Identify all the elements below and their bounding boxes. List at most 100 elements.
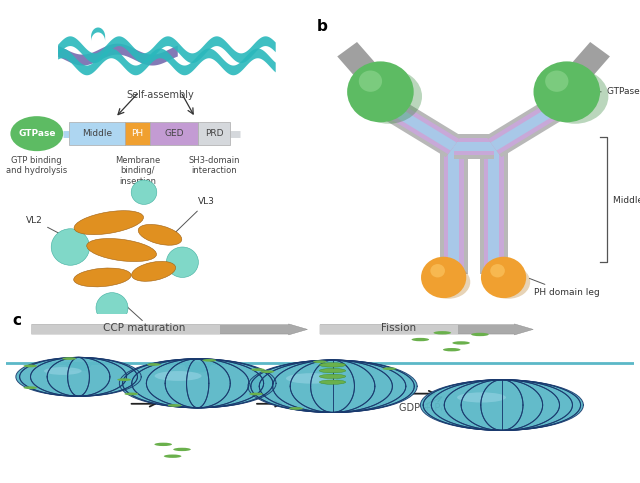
Ellipse shape xyxy=(154,442,172,446)
Ellipse shape xyxy=(119,359,276,408)
Polygon shape xyxy=(454,138,493,155)
Ellipse shape xyxy=(433,331,451,334)
Text: PH domain leg: PH domain leg xyxy=(529,278,599,297)
Ellipse shape xyxy=(147,363,161,366)
Text: Membrane
binding/
insertion: Membrane binding/ insertion xyxy=(115,156,160,185)
Ellipse shape xyxy=(16,357,141,396)
Text: GDP + Pᵢ: GDP + Pᵢ xyxy=(399,402,442,412)
Polygon shape xyxy=(454,134,493,159)
Ellipse shape xyxy=(24,365,37,367)
FancyBboxPatch shape xyxy=(69,122,125,145)
Ellipse shape xyxy=(44,367,82,375)
Polygon shape xyxy=(184,363,211,372)
Ellipse shape xyxy=(10,116,63,151)
Ellipse shape xyxy=(164,455,181,458)
Ellipse shape xyxy=(443,348,461,352)
Text: GTPase: GTPase xyxy=(18,129,56,138)
Ellipse shape xyxy=(117,378,131,381)
Polygon shape xyxy=(388,102,459,154)
Circle shape xyxy=(421,257,467,298)
Polygon shape xyxy=(488,102,559,154)
Circle shape xyxy=(545,71,568,92)
Ellipse shape xyxy=(471,333,489,336)
Ellipse shape xyxy=(289,407,303,410)
Ellipse shape xyxy=(319,374,346,379)
Ellipse shape xyxy=(248,360,417,412)
Ellipse shape xyxy=(383,367,396,370)
Circle shape xyxy=(96,293,128,323)
Polygon shape xyxy=(440,147,468,274)
Ellipse shape xyxy=(249,393,263,395)
Text: VL1: VL1 xyxy=(124,304,161,334)
Ellipse shape xyxy=(355,69,422,124)
Ellipse shape xyxy=(420,380,584,430)
Circle shape xyxy=(430,264,445,277)
Text: Fission: Fission xyxy=(381,323,416,333)
FancyBboxPatch shape xyxy=(150,122,198,145)
Ellipse shape xyxy=(286,373,337,384)
Text: a: a xyxy=(13,125,23,140)
Ellipse shape xyxy=(487,265,530,298)
Ellipse shape xyxy=(452,341,470,345)
FancyBboxPatch shape xyxy=(198,122,230,145)
Text: b: b xyxy=(317,19,328,34)
Text: GED: GED xyxy=(164,129,184,138)
Text: Middle/GED stalk: Middle/GED stalk xyxy=(613,195,640,204)
FancyBboxPatch shape xyxy=(125,122,150,145)
Ellipse shape xyxy=(155,371,202,381)
Ellipse shape xyxy=(260,370,275,373)
Text: CCP maturation: CCP maturation xyxy=(103,323,186,333)
Text: GTP binding
and hydrolysis: GTP binding and hydrolysis xyxy=(6,156,67,175)
Text: PRD: PRD xyxy=(205,129,223,138)
Circle shape xyxy=(481,257,526,298)
Polygon shape xyxy=(491,106,556,151)
Ellipse shape xyxy=(124,393,138,395)
Polygon shape xyxy=(573,49,600,80)
Ellipse shape xyxy=(74,268,131,287)
Text: Self-assembly: Self-assembly xyxy=(126,90,194,100)
Circle shape xyxy=(359,71,382,92)
Ellipse shape xyxy=(457,392,506,402)
Text: SH3-domain
interaction: SH3-domain interaction xyxy=(189,156,240,175)
FancyArrow shape xyxy=(320,325,458,334)
Polygon shape xyxy=(486,99,561,157)
Text: GTPase head: GTPase head xyxy=(600,87,640,96)
FancyArrow shape xyxy=(320,324,533,335)
FancyArrow shape xyxy=(31,325,220,334)
Ellipse shape xyxy=(74,211,143,235)
Polygon shape xyxy=(444,147,463,274)
Ellipse shape xyxy=(313,360,327,363)
Circle shape xyxy=(131,180,157,204)
Text: c: c xyxy=(13,313,22,327)
Circle shape xyxy=(534,61,600,122)
Ellipse shape xyxy=(319,380,346,384)
FancyArrow shape xyxy=(31,324,307,335)
Ellipse shape xyxy=(412,338,429,341)
Ellipse shape xyxy=(62,357,76,360)
Ellipse shape xyxy=(427,265,470,298)
Circle shape xyxy=(166,247,198,277)
Polygon shape xyxy=(347,49,374,80)
Text: VL2: VL2 xyxy=(26,216,71,240)
Ellipse shape xyxy=(319,369,346,373)
Ellipse shape xyxy=(319,363,346,367)
Ellipse shape xyxy=(542,69,609,124)
Polygon shape xyxy=(479,147,508,274)
Ellipse shape xyxy=(173,448,191,451)
Polygon shape xyxy=(488,147,499,274)
Polygon shape xyxy=(448,147,459,274)
Polygon shape xyxy=(386,99,461,157)
Polygon shape xyxy=(320,363,345,370)
Polygon shape xyxy=(347,49,374,80)
Ellipse shape xyxy=(138,225,182,245)
Ellipse shape xyxy=(24,386,37,389)
Ellipse shape xyxy=(251,368,265,371)
Polygon shape xyxy=(391,106,456,151)
Ellipse shape xyxy=(202,359,216,362)
Ellipse shape xyxy=(86,239,157,262)
Ellipse shape xyxy=(168,404,182,407)
Polygon shape xyxy=(573,49,600,80)
Ellipse shape xyxy=(132,261,175,281)
Text: VL3: VL3 xyxy=(175,198,215,233)
Circle shape xyxy=(490,264,505,277)
